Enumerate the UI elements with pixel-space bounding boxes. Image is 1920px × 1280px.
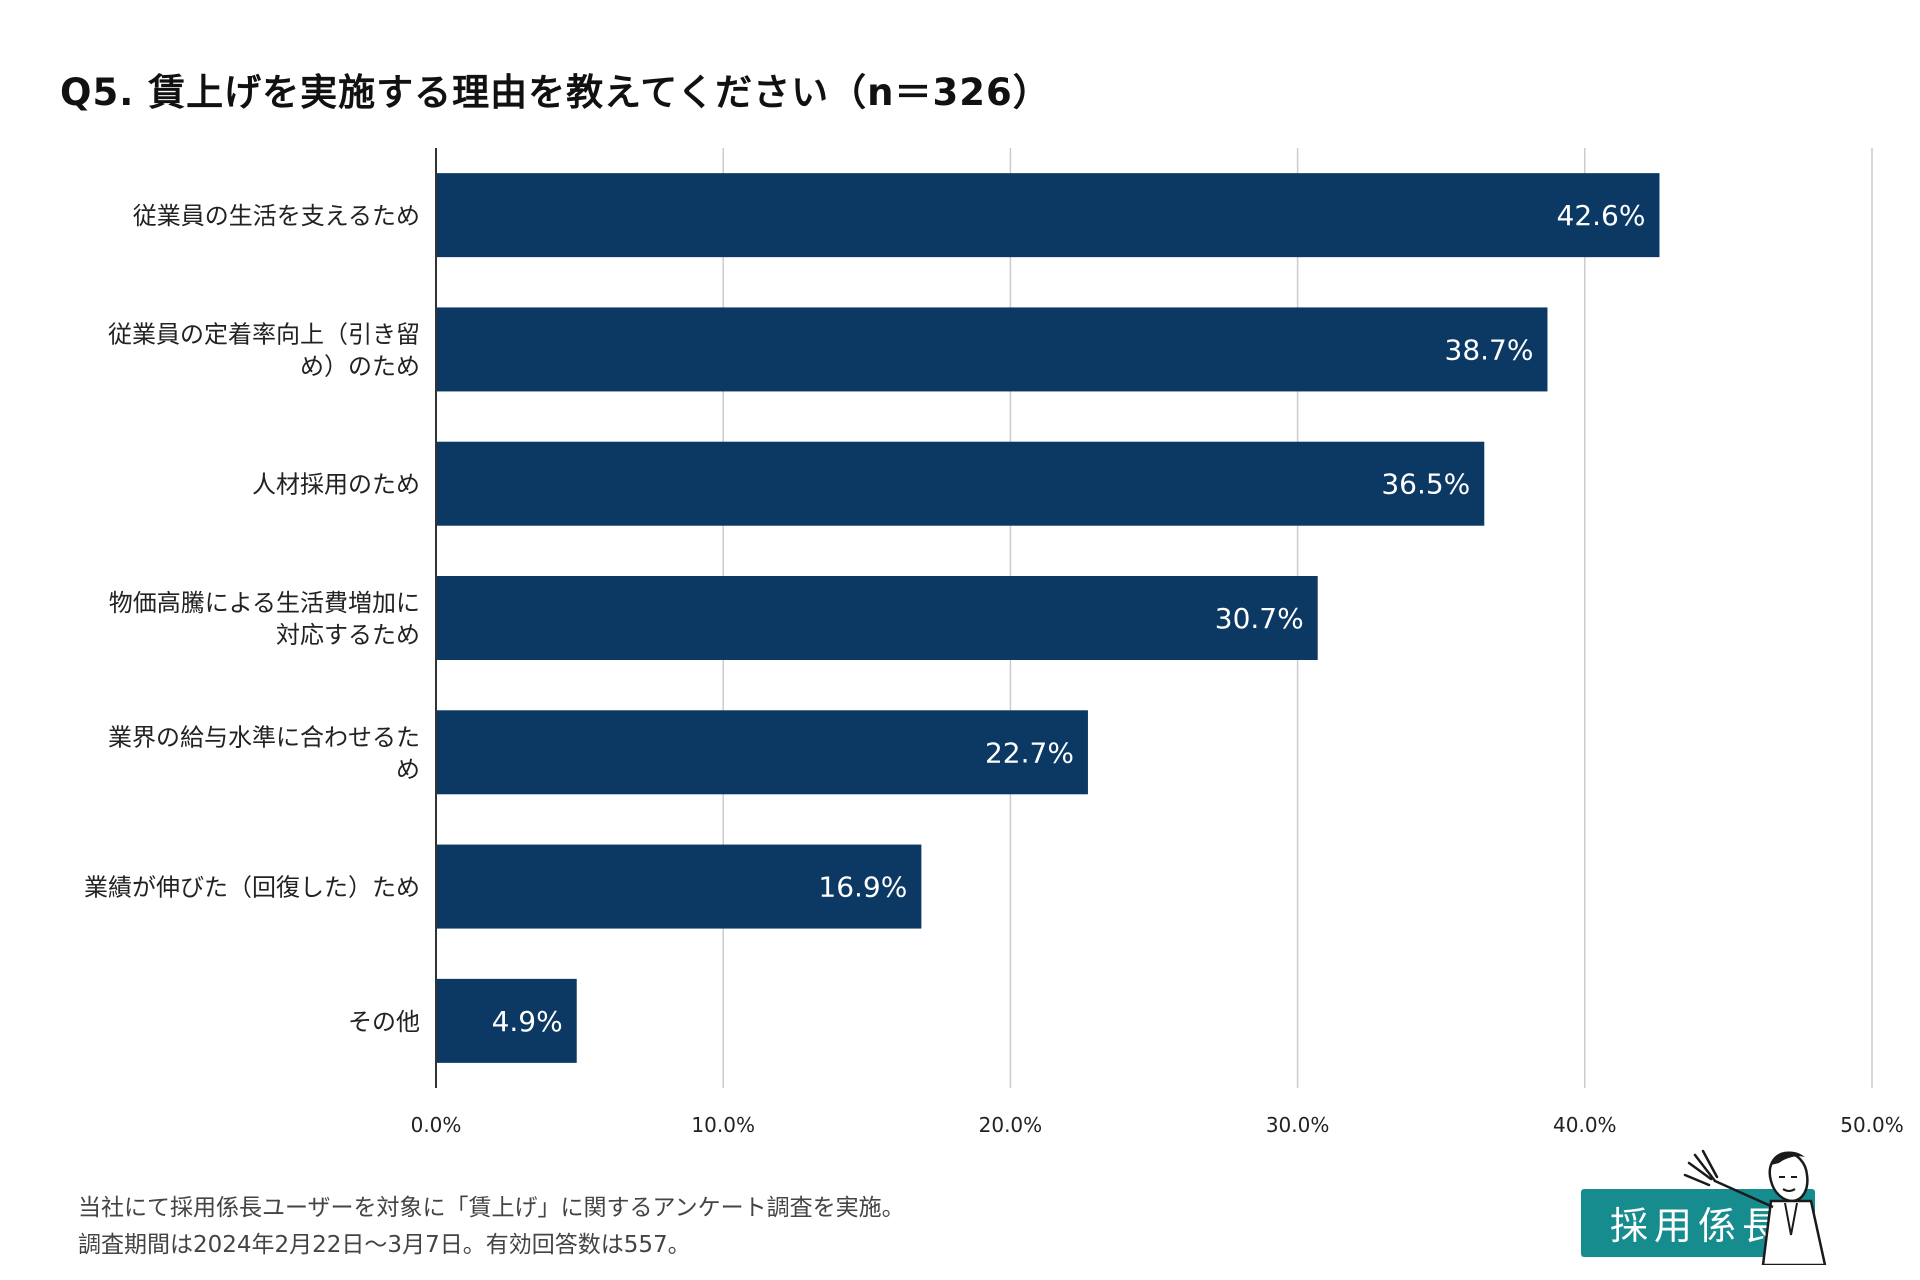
- bar-value-label: 16.9%: [818, 871, 907, 904]
- mascot-waving-icon: [1683, 1149, 1827, 1265]
- survey-note-line-2: 調査期間は2024年2月22日～3月7日。有効回答数は557。: [78, 1232, 691, 1258]
- bar: [436, 173, 1660, 258]
- category-label: 従業員の定着率向上（引き留: [108, 320, 420, 348]
- x-tick-label: 20.0%: [979, 1113, 1043, 1137]
- x-tick-label: 50.0%: [1840, 1113, 1904, 1137]
- bar: [436, 441, 1485, 526]
- survey-note: 当社にて採用係長ユーザーを対象に「賃上げ」に関するアンケート調査を実施。 調査期…: [78, 1190, 905, 1264]
- category-label: 物価高騰による生活費増加に: [109, 589, 420, 617]
- bar: [436, 978, 577, 1063]
- x-tick-label: 30.0%: [1266, 1113, 1330, 1137]
- x-tick-label: 0.0%: [411, 1113, 462, 1137]
- bar-value-label: 22.7%: [985, 736, 1074, 769]
- bar: [436, 844, 922, 929]
- bar-value-label: 38.7%: [1445, 333, 1534, 366]
- bar-value-label: 42.6%: [1557, 199, 1646, 232]
- category-label: その他: [348, 1008, 420, 1036]
- bar: [436, 576, 1318, 660]
- x-tick-label: 10.0%: [691, 1113, 755, 1137]
- category-label: め）のため: [300, 352, 420, 380]
- bar-chart: 0.0% 10.0% 20.0% 30.0% 40.0% 50.0% 42.6% 従業員の生活…: [84, 148, 1904, 1137]
- category-label: 業界の給与水準に合わせるた: [108, 723, 420, 751]
- category-label: 対応するため: [276, 621, 420, 649]
- category-label: 従業員の生活を支えるため: [133, 202, 420, 230]
- bar: [436, 307, 1548, 392]
- bar-value-label: 4.9%: [492, 1005, 563, 1038]
- brand-logo: 採用係長: [1575, 1145, 1860, 1265]
- category-label: 人材採用のため: [252, 471, 420, 499]
- category-label: め: [396, 755, 420, 783]
- x-tick-label: 40.0%: [1553, 1113, 1617, 1137]
- logo-text: 採用係長: [1609, 1204, 1786, 1248]
- bar-value-label: 30.7%: [1215, 602, 1304, 635]
- category-label: 業績が伸びた（回復した）ため: [84, 874, 420, 902]
- survey-note-line-1: 当社にて採用係長ユーザーを対象に「賃上げ」に関するアンケート調査を実施。: [78, 1195, 905, 1221]
- bar: [436, 710, 1088, 795]
- bar-value-label: 36.5%: [1381, 468, 1470, 501]
- chart-title: Q5. 賃上げを実施する理由を教えてください（n＝326）: [60, 71, 1051, 114]
